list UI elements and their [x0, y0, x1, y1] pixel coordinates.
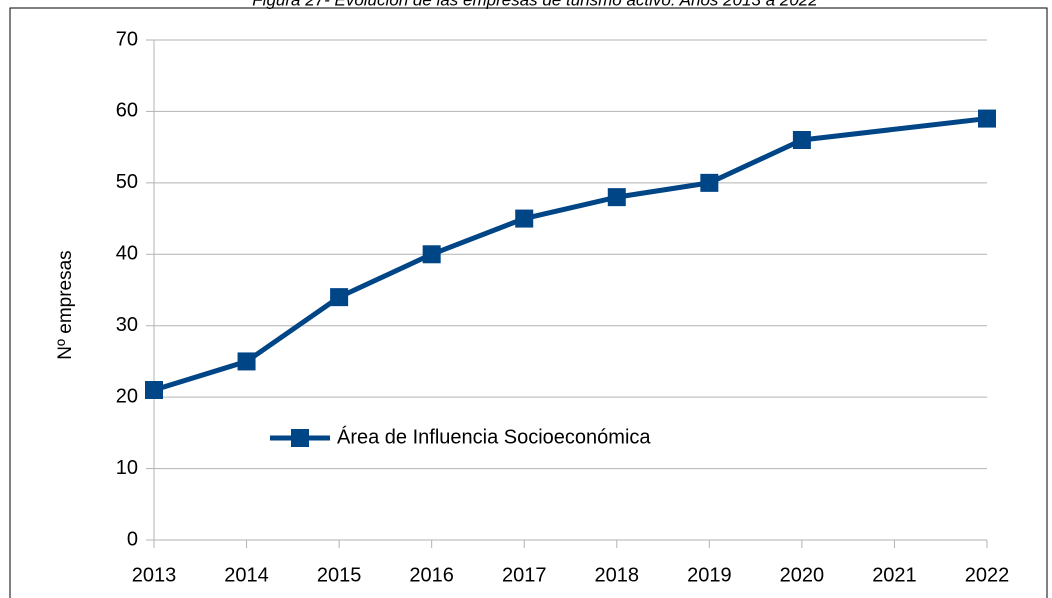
legend-marker	[291, 429, 309, 447]
x-tick-label: 2021	[872, 564, 917, 586]
y-axis-label: Nº empresas	[55, 250, 76, 359]
y-tick-label: 20	[116, 385, 138, 407]
y-tick-label: 30	[116, 314, 138, 336]
legend-label: Área de Influencia Socioeconómica	[337, 425, 651, 448]
data-point	[515, 209, 534, 228]
data-point	[145, 381, 163, 399]
data-point	[978, 109, 996, 128]
x-tick-label: 2022	[965, 564, 1010, 586]
chart-frame	[9, 7, 1048, 598]
x-tick-label: 2020	[780, 564, 825, 586]
x-tick-label: 2014	[224, 564, 269, 586]
data-point	[330, 288, 349, 307]
x-tick-label: 2018	[595, 564, 640, 586]
data-point	[237, 352, 256, 371]
data-point	[700, 173, 719, 192]
y-tick-label: 60	[116, 100, 138, 122]
y-tick-label: 70	[116, 28, 138, 50]
x-tick-label: 2015	[317, 564, 362, 586]
data-point	[792, 131, 811, 149]
data-point	[607, 188, 626, 207]
x-tick-label: 2017	[502, 564, 547, 586]
chart-title: Figura 27- Evolución de las empresas de …	[252, 0, 818, 9]
data-point	[422, 245, 441, 264]
x-tick-label: 2013	[132, 564, 177, 586]
y-tick-label: 50	[116, 171, 138, 193]
x-tick-label: 2019	[687, 564, 732, 586]
y-tick-label: 10	[116, 457, 138, 479]
x-tick-label: 2016	[409, 564, 454, 586]
y-tick-label: 0	[127, 528, 138, 550]
y-tick-label: 40	[116, 243, 138, 265]
